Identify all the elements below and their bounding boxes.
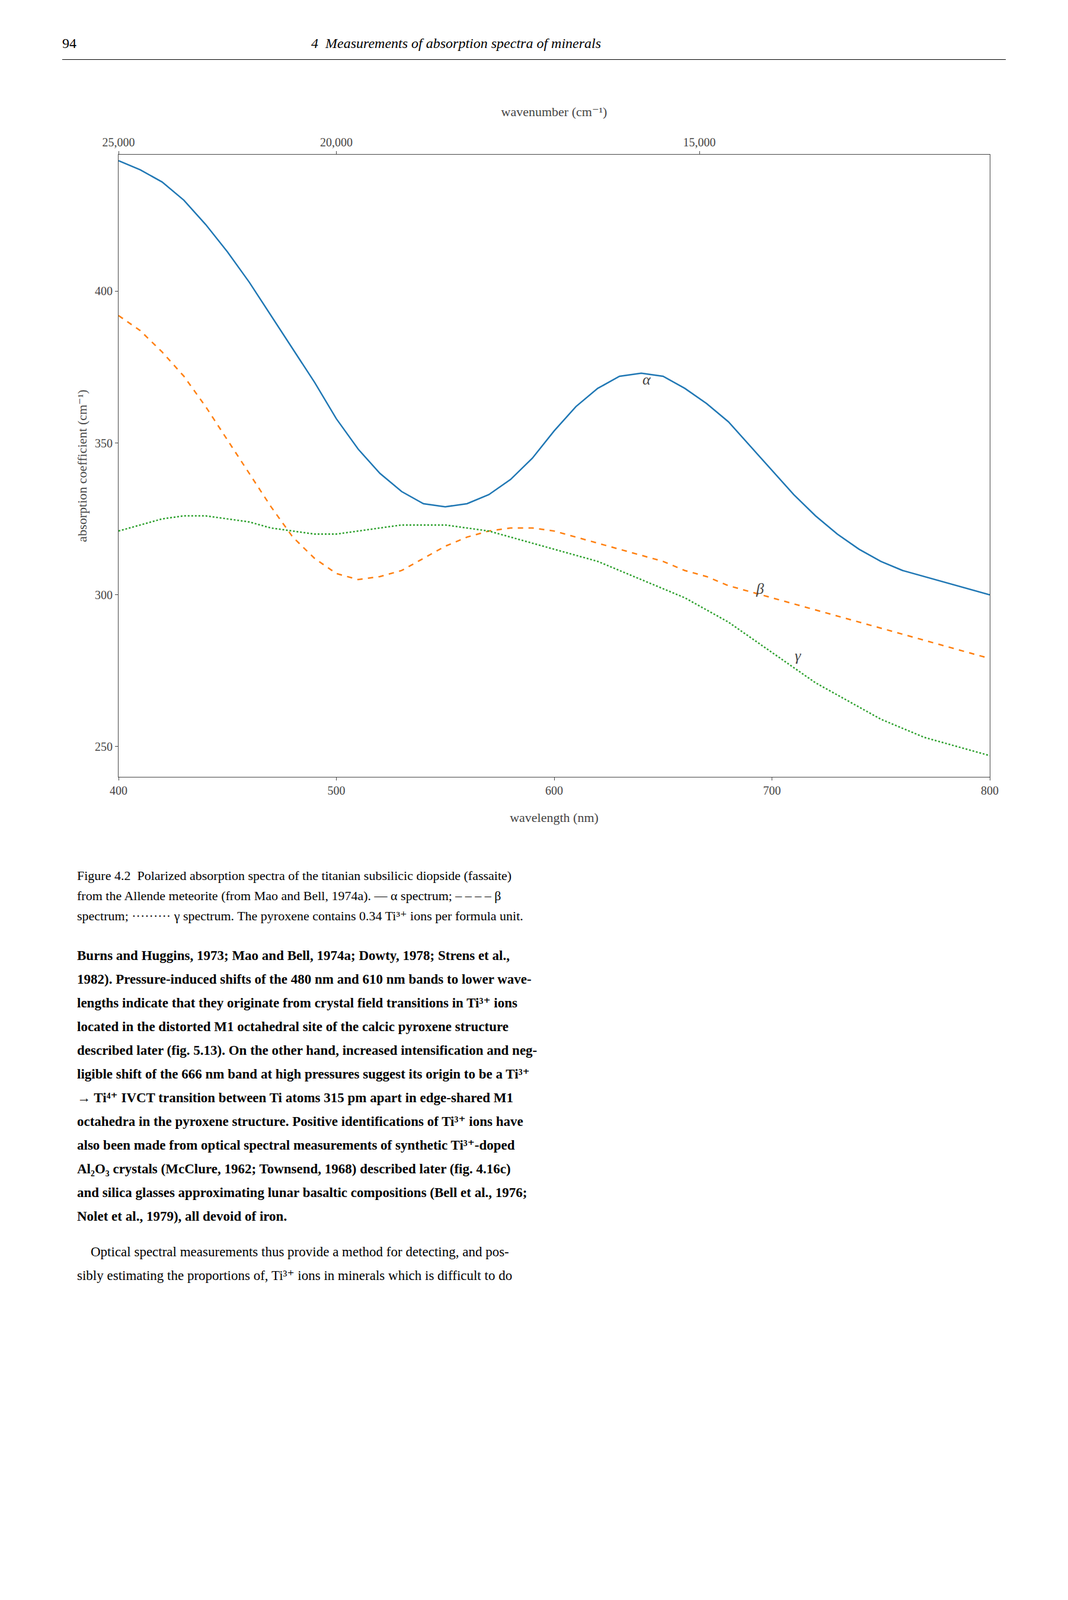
svg-text:700: 700 [763,784,782,798]
svg-text:β: β [755,580,764,598]
svg-text:wavelength (nm): wavelength (nm) [509,810,599,826]
html-text:Optical spectral measurements: Optical spectral measurements thus provi… [77,1244,509,1260]
html-text:Al₂O₃ crystals (McClure, 1962;: Al₂O₃ crystals (McClure, 1962; Townsend,… [77,1161,511,1177]
svg-text:250: 250 [94,740,113,754]
svg-text:absorption coefficient (cm⁻¹): absorption coefficient (cm⁻¹) [74,389,90,542]
svg-text:20,000: 20,000 [320,135,353,149]
svg-text:400: 400 [109,784,128,798]
html-text:octahedra in the pyroxene stru: octahedra in the pyroxene structure. Pos… [77,1114,524,1130]
svg-text:800: 800 [980,784,999,798]
html-text:→ Ti⁴⁺ IVCT transition between: → Ti⁴⁺ IVCT transition between Ti atoms … [77,1090,514,1106]
html-text:Figure 4.2 Polarized absorptio: Figure 4.2 Polarized absorption spectra … [77,868,512,884]
html-text:located in the distorted M1 oc: located in the distorted M1 octahedral s… [77,1019,509,1035]
svg-text:600: 600 [545,784,564,798]
svg-text:400: 400 [94,284,113,298]
html-text:94: 94 [62,35,77,51]
html-text:sibly estimating the proportio: sibly estimating the proportions of, Ti³… [77,1268,513,1284]
svg-text:350: 350 [94,436,113,450]
svg-text:25,000: 25,000 [102,135,136,149]
html-text:described later (fig. 5.13). O: described later (fig. 5.13). On the othe… [77,1043,538,1058]
svg-text:500: 500 [327,784,346,798]
svg-text:300: 300 [94,588,113,602]
svg-text:γ: γ [794,647,802,665]
html-text:also been made from optical sp: also been made from optical spectral mea… [77,1137,515,1153]
svg-text:α: α [642,371,652,389]
html-text:ligible shift of the 666 nm ba: ligible shift of the 666 nm band at high… [77,1066,530,1082]
html-text:Burns and Huggins, 1973; Mao a: Burns and Huggins, 1973; Mao and Bell, 1… [77,948,510,964]
html-text:Nolet et al., 1979), all devoi: Nolet et al., 1979), all devoid of iron. [77,1209,287,1224]
html-text:spectrum; ········· γ spectrum: spectrum; ········· γ spectrum. The pyro… [77,908,524,924]
html-text:1982). Pressure-induced shifts: 1982). Pressure-induced shifts of the 48… [77,971,532,987]
html-text:4 Measurements of absorption s: 4 Measurements of absorption spectra of … [311,35,602,51]
svg-text:wavenumber (cm⁻¹): wavenumber (cm⁻¹) [501,104,608,120]
html-text:from the Allende meteorite (fr: from the Allende meteorite (from Mao and… [77,888,502,904]
html-text:lengths indicate that they ori: lengths indicate that they originate fro… [77,995,518,1011]
html-text:and silica glasses approximati: and silica glasses approximating lunar b… [77,1185,528,1201]
svg-text:15,000: 15,000 [683,135,716,149]
